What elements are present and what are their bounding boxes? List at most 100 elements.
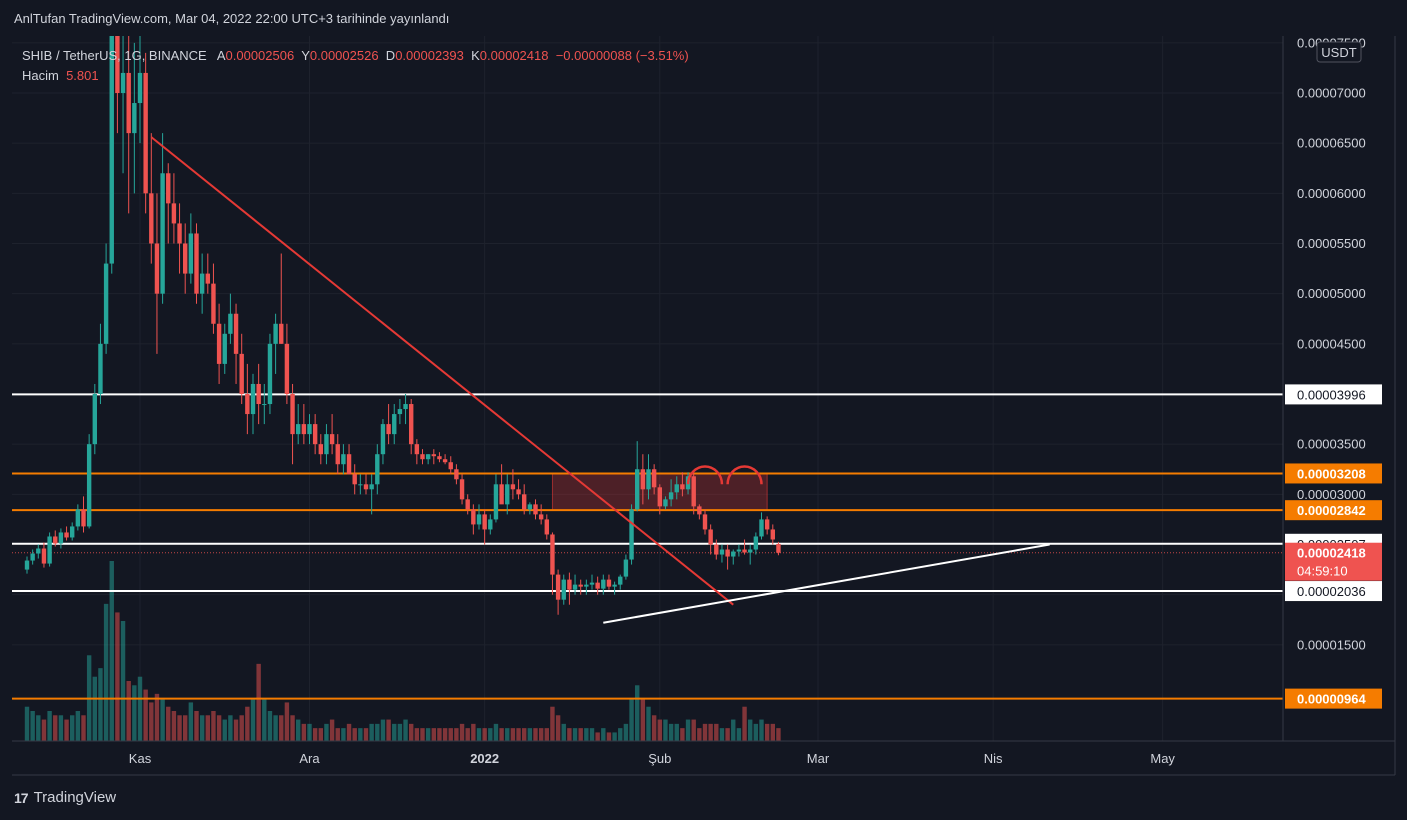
candle-body — [296, 424, 301, 435]
candle-body — [629, 509, 634, 560]
low-label: D — [385, 48, 396, 63]
candle-body — [70, 526, 75, 538]
price-badge-label: 0.00003996 — [1297, 387, 1366, 402]
x-tick-label: Mar — [807, 751, 830, 766]
volume-bar — [685, 719, 691, 741]
candle-body — [239, 353, 244, 394]
candle-body — [103, 263, 109, 344]
close-label: K — [471, 48, 480, 63]
candle-body — [533, 504, 538, 515]
volume-bar — [635, 685, 640, 741]
candle-body — [143, 72, 148, 194]
volume-bar — [425, 728, 431, 741]
candle-body — [358, 484, 363, 486]
candle-body — [425, 454, 431, 460]
volume-bar — [216, 715, 222, 741]
price-badge — [1285, 463, 1382, 484]
volume-bar — [143, 689, 148, 741]
chart-grid — [12, 36, 1283, 741]
y-tick-label: 0.00007000 — [1297, 86, 1366, 101]
candle-body — [702, 514, 708, 530]
candle-body — [719, 549, 725, 555]
trendline — [603, 543, 1050, 624]
volume-bar — [363, 728, 369, 741]
volume-bar — [572, 728, 578, 741]
volume-bar — [589, 728, 595, 741]
candle-body — [369, 484, 374, 490]
candle-body — [674, 484, 679, 493]
y-axis-labels: 0.00001500 0.00003000 0.00003500 0.00004500… — [1297, 35, 1366, 652]
candle-body — [589, 582, 595, 585]
candle-body — [273, 323, 278, 344]
price-badge — [1285, 581, 1382, 602]
candle-body — [437, 456, 442, 460]
candle-body — [53, 536, 58, 544]
candle-body — [329, 434, 335, 445]
shoulder-arc — [686, 465, 724, 485]
candle-body — [499, 484, 504, 505]
volume-bar — [748, 719, 753, 741]
price-badge — [1285, 688, 1382, 709]
volume-bar — [375, 723, 380, 741]
candle-body — [64, 532, 69, 538]
candle-body — [363, 484, 369, 490]
volume-bar — [437, 728, 442, 741]
candle-body — [228, 313, 233, 334]
volume-bar — [561, 723, 566, 741]
price-badge-label: 0.00000964 — [1297, 692, 1366, 707]
volume-bar — [307, 723, 312, 741]
volume-bar — [109, 561, 114, 741]
candle-body — [612, 584, 617, 587]
candle-body — [714, 544, 719, 555]
candle-body — [482, 514, 487, 530]
candle-body — [753, 536, 759, 550]
candle-body — [691, 476, 696, 507]
tradingview-branding[interactable]: 17 TradingView — [14, 789, 116, 806]
candle-body — [442, 459, 448, 463]
candle-body — [250, 383, 256, 415]
volume-bar — [544, 728, 549, 741]
volume-bar — [92, 676, 97, 741]
volume-bar — [533, 728, 538, 741]
volume-bars — [24, 561, 781, 741]
candle-body — [92, 394, 97, 445]
candle-body — [149, 193, 154, 244]
tradingview-logo-icon: 17 — [14, 789, 29, 806]
candle-body — [177, 223, 182, 244]
volume-bar — [493, 723, 499, 741]
volume-bar — [448, 728, 453, 741]
volume-bar — [488, 728, 493, 741]
volume-bar — [736, 728, 742, 741]
price-badge-label: 0.00002036 — [1297, 584, 1366, 599]
volume-bar — [166, 706, 171, 741]
volume-bar — [137, 676, 143, 741]
volume-bar — [674, 723, 679, 741]
candle-body — [290, 394, 295, 435]
volume-bar — [81, 715, 86, 741]
volume-bar — [36, 715, 41, 741]
candle-body — [120, 72, 126, 93]
candle-body — [708, 529, 713, 545]
volume-bar — [160, 698, 165, 741]
volume-bar — [233, 719, 239, 741]
x-tick-label: Şub — [648, 751, 671, 766]
candle-body — [211, 283, 216, 324]
volume-bar — [702, 723, 708, 741]
candle-body — [572, 584, 578, 590]
candle-body — [448, 462, 453, 470]
candle-body — [183, 243, 188, 274]
candle-body — [267, 343, 273, 405]
volume-bar — [205, 715, 210, 741]
candle-body — [312, 424, 318, 445]
candle-body — [346, 454, 352, 475]
volume-bar — [651, 715, 657, 741]
candle-body — [386, 424, 391, 435]
currency-badge — [1316, 41, 1362, 63]
shoulder-arc — [726, 465, 763, 485]
y-tick-label: 0.00005000 — [1297, 286, 1366, 301]
volume-bar — [691, 719, 696, 741]
volume-bar — [742, 706, 747, 741]
candle-body — [680, 484, 685, 490]
volume-bar — [522, 728, 527, 741]
